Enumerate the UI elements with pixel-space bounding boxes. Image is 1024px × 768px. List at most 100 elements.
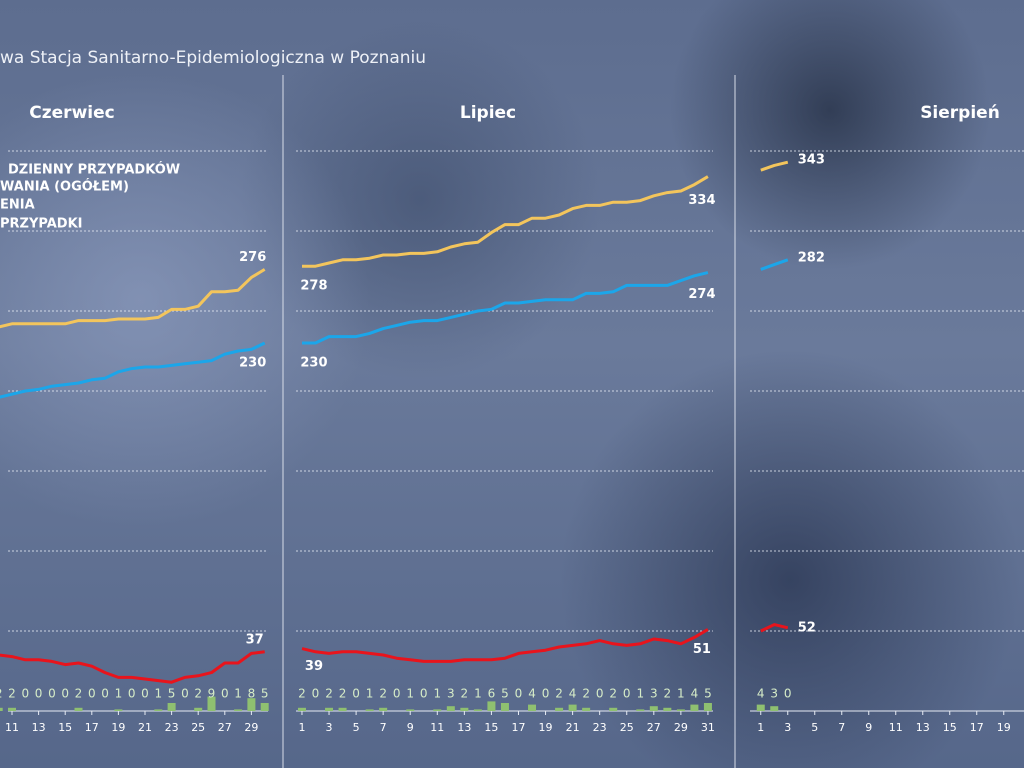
bar [649, 706, 658, 711]
bar [473, 709, 482, 711]
legend-text: PRZYPADKI [0, 217, 82, 232]
x-tick-label: 31 [701, 721, 715, 734]
bar-label: 0 [515, 687, 523, 701]
bar [234, 709, 243, 711]
x-tick-label: 13 [457, 721, 471, 734]
page-title: wa Stacja Sanitarno-Epidemiologiczna w P… [0, 48, 426, 68]
line [760, 623, 789, 633]
legend-text: DZIENNY PRZYPADKÓW [8, 162, 180, 178]
bar-label: 0 [221, 687, 229, 701]
x-tick-label: 11 [5, 721, 19, 734]
bar [247, 698, 256, 711]
bar [609, 707, 618, 711]
bar-label: 2 [664, 687, 672, 701]
bar-label: 2 [582, 687, 590, 701]
x-tick-label: 9 [865, 721, 872, 734]
bar [460, 707, 469, 711]
bar-label: 0 [623, 687, 631, 701]
bar [703, 703, 712, 711]
data-label: 334 [688, 193, 715, 208]
x-tick-label: 5 [353, 721, 360, 734]
x-tick-label: 29 [674, 721, 688, 734]
data-label: 51 [693, 642, 711, 657]
bar [406, 709, 415, 711]
bar-label: 1 [154, 687, 162, 701]
x-tick-label: 1 [757, 721, 764, 734]
bar-label: 2 [298, 687, 306, 701]
bar [74, 707, 83, 711]
data-label: 282 [798, 250, 825, 265]
legend-text: WANIA (OGÓŁEM) [0, 179, 129, 195]
bar-label: 2 [8, 687, 16, 701]
x-tick-label: 7 [838, 721, 845, 734]
x-tick-label: 27 [218, 721, 232, 734]
x-tick-label: 21 [566, 721, 580, 734]
bar-label: 0 [88, 687, 96, 701]
bar-label: 5 [501, 687, 509, 701]
bar [154, 709, 163, 711]
x-tick-label: 1 [298, 721, 305, 734]
bar-label: 0 [420, 687, 428, 701]
x-tick-label: 17 [511, 721, 525, 734]
x-tick-label: 13 [32, 721, 46, 734]
bar-label: 0 [596, 687, 604, 701]
bar [325, 707, 334, 711]
bar-label: 4 [691, 687, 699, 701]
bar [433, 709, 442, 711]
x-tick-label: 3 [326, 721, 333, 734]
data-label: 274 [688, 287, 715, 302]
x-tick-label: 11 [430, 721, 444, 734]
bar-label: 6 [488, 687, 496, 701]
bar-label: 0 [48, 687, 56, 701]
bar-label: 0 [542, 687, 550, 701]
x-tick-label: 25 [620, 721, 634, 734]
bar [194, 707, 203, 711]
data-label: 343 [798, 153, 825, 168]
bar [260, 703, 269, 711]
data-label: 37 [246, 632, 264, 647]
x-tick-label: 23 [165, 721, 179, 734]
bar-label: 4 [757, 687, 765, 701]
panel-title: Lipiec [460, 103, 516, 123]
bar-label: 4 [528, 687, 536, 701]
bar-label: 5 [168, 687, 176, 701]
x-tick-label: 9 [407, 721, 414, 734]
x-tick-label: 15 [58, 721, 72, 734]
line [760, 160, 789, 172]
bar [8, 707, 16, 711]
bar [555, 707, 564, 711]
x-tick-label: 23 [593, 721, 607, 734]
bar-label: 2 [555, 687, 563, 701]
x-tick-label: 25 [191, 721, 205, 734]
line [301, 628, 709, 663]
x-tick-label: 13 [916, 721, 930, 734]
bar [167, 703, 176, 711]
bar-label: 3 [650, 687, 658, 701]
bar-label: 5 [261, 687, 269, 701]
data-label: 230 [239, 356, 266, 371]
bar-label: 2 [0, 687, 3, 701]
bar [582, 707, 591, 711]
bar-label: 8 [248, 687, 256, 701]
legend-text: ENIA [0, 198, 35, 213]
bar-label: 9 [208, 687, 216, 701]
bar-label: 1 [474, 687, 482, 701]
x-tick-label: 19 [539, 721, 553, 734]
bar-label: 3 [770, 687, 778, 701]
bar [365, 709, 374, 711]
data-label: 230 [300, 356, 327, 371]
bar-label: 0 [352, 687, 360, 701]
panel-title: Czerwiec [29, 103, 114, 123]
x-tick-label: 17 [85, 721, 99, 734]
bar-label: 1 [636, 687, 644, 701]
line [0, 268, 266, 329]
line [302, 175, 709, 268]
bar [568, 704, 577, 711]
bar-label: 1 [366, 687, 374, 701]
x-tick-label: 19 [997, 721, 1011, 734]
data-label: 278 [300, 279, 327, 294]
bar-label: 1 [406, 687, 414, 701]
